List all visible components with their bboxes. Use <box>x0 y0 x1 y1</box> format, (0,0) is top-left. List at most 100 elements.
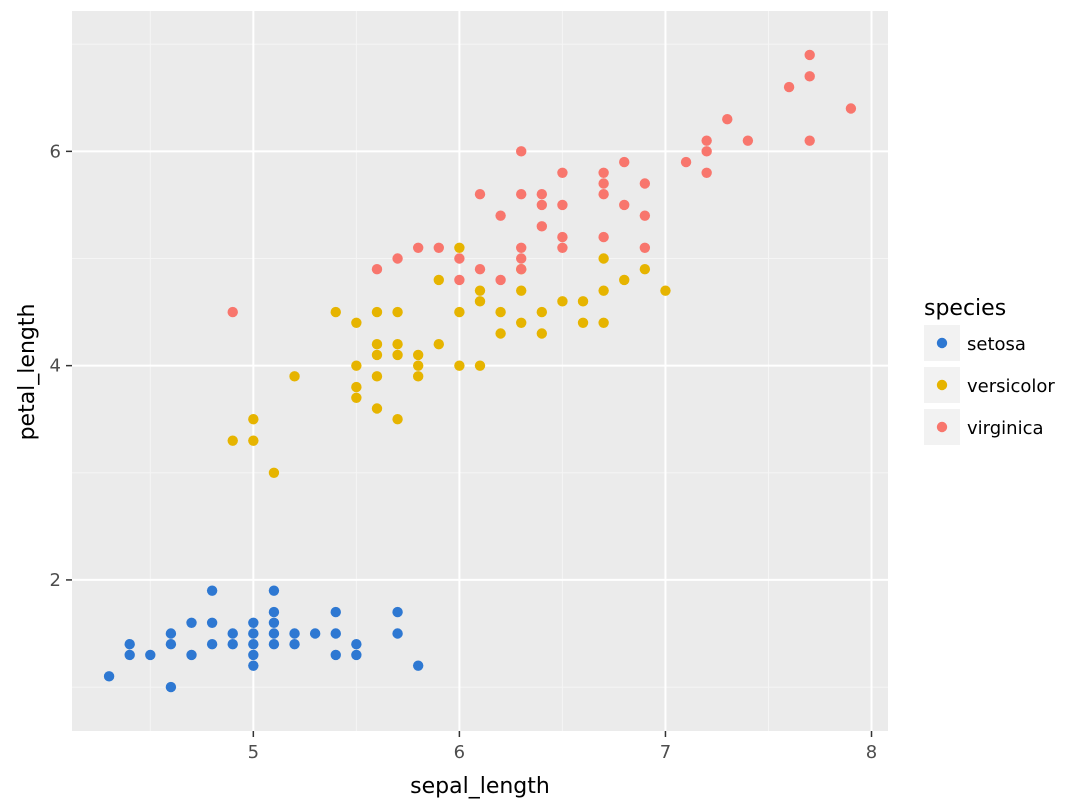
point-setosa <box>186 649 197 661</box>
point-versicolor <box>598 253 609 264</box>
point-versicolor <box>619 274 630 286</box>
point-setosa <box>206 585 218 596</box>
point-virginica <box>598 167 609 178</box>
point-versicolor <box>330 306 341 318</box>
point-versicolor <box>248 435 259 446</box>
x-axis: 5 6 7 8 <box>248 731 877 763</box>
point-setosa <box>248 628 259 639</box>
point-versicolor <box>351 392 362 403</box>
point-setosa <box>103 671 115 682</box>
point-virginica <box>804 135 815 146</box>
point-setosa <box>227 628 238 639</box>
point-virginica <box>639 178 651 189</box>
point-virginica <box>598 189 609 200</box>
point-setosa <box>268 606 280 618</box>
point-virginica <box>536 221 548 232</box>
point-versicolor <box>577 296 589 307</box>
point-virginica <box>804 49 815 61</box>
point-versicolor <box>454 306 465 318</box>
point-virginica <box>536 189 548 200</box>
point-setosa <box>165 639 177 650</box>
point-virginica <box>639 210 651 221</box>
legend-label-setosa: setosa <box>967 334 1026 355</box>
point-versicolor <box>474 285 486 296</box>
legend-label-versicolor: versicolor <box>967 376 1055 397</box>
point-virginica <box>495 210 506 221</box>
point-virginica <box>619 156 630 168</box>
point-virginica <box>742 135 754 146</box>
point-virginica <box>454 253 465 264</box>
point-virginica <box>598 178 609 189</box>
point-virginica <box>516 146 527 157</box>
point-virginica <box>619 199 630 211</box>
point-setosa <box>248 649 259 661</box>
point-virginica <box>701 167 712 178</box>
point-virginica <box>557 199 568 211</box>
point-setosa <box>289 628 300 639</box>
point-versicolor <box>495 306 506 318</box>
point-versicolor <box>371 339 383 350</box>
point-versicolor <box>660 285 671 296</box>
point-virginica <box>454 274 465 286</box>
point-virginica <box>804 71 815 82</box>
point-versicolor <box>392 339 403 350</box>
legend-key-virginica <box>936 421 948 433</box>
point-versicolor <box>536 328 548 339</box>
point-virginica <box>433 242 444 253</box>
point-setosa <box>392 628 403 639</box>
point-setosa <box>330 649 341 661</box>
point-setosa <box>330 606 341 618</box>
x-tick-label: 5 <box>248 742 259 763</box>
point-versicolor <box>371 403 383 414</box>
point-virginica <box>516 253 527 264</box>
point-setosa <box>186 617 197 628</box>
point-virginica <box>783 81 795 93</box>
legend-title: species <box>924 296 1006 321</box>
point-setosa <box>206 617 218 628</box>
point-versicolor <box>412 349 424 361</box>
point-setosa <box>268 628 280 639</box>
point-setosa <box>309 628 321 639</box>
point-versicolor <box>433 274 444 286</box>
point-virginica <box>474 189 486 200</box>
point-versicolor <box>495 328 506 339</box>
point-setosa <box>351 639 362 650</box>
point-versicolor <box>289 371 300 382</box>
point-virginica <box>557 231 568 243</box>
point-versicolor <box>454 360 465 371</box>
point-setosa <box>268 617 280 628</box>
y-axis-title: petal_length <box>15 304 40 441</box>
point-versicolor <box>412 360 424 371</box>
point-setosa <box>145 649 156 661</box>
point-virginica <box>536 199 548 211</box>
point-versicolor <box>392 349 403 361</box>
point-versicolor <box>268 467 280 478</box>
point-versicolor <box>577 317 589 328</box>
point-virginica <box>557 242 568 253</box>
point-setosa <box>248 639 259 650</box>
point-setosa <box>268 639 280 650</box>
point-virginica <box>474 264 486 275</box>
point-versicolor <box>536 306 548 318</box>
point-virginica <box>639 242 651 253</box>
point-versicolor <box>598 317 609 328</box>
point-setosa <box>248 660 259 671</box>
point-setosa <box>412 660 424 671</box>
point-setosa <box>165 628 177 639</box>
point-versicolor <box>454 242 465 253</box>
point-versicolor <box>248 414 259 425</box>
point-virginica <box>845 103 857 114</box>
point-versicolor <box>598 285 609 296</box>
point-versicolor <box>474 296 486 307</box>
point-virginica <box>371 264 383 275</box>
legend: species setosa versicolor virginica <box>924 296 1055 445</box>
point-virginica <box>516 264 527 275</box>
x-tick-label: 7 <box>660 742 671 763</box>
point-setosa <box>330 628 341 639</box>
point-virginica <box>557 167 568 178</box>
point-virginica <box>680 156 692 168</box>
point-virginica <box>495 274 506 286</box>
point-versicolor <box>392 306 403 318</box>
point-setosa <box>351 649 362 661</box>
point-virginica <box>701 135 712 146</box>
